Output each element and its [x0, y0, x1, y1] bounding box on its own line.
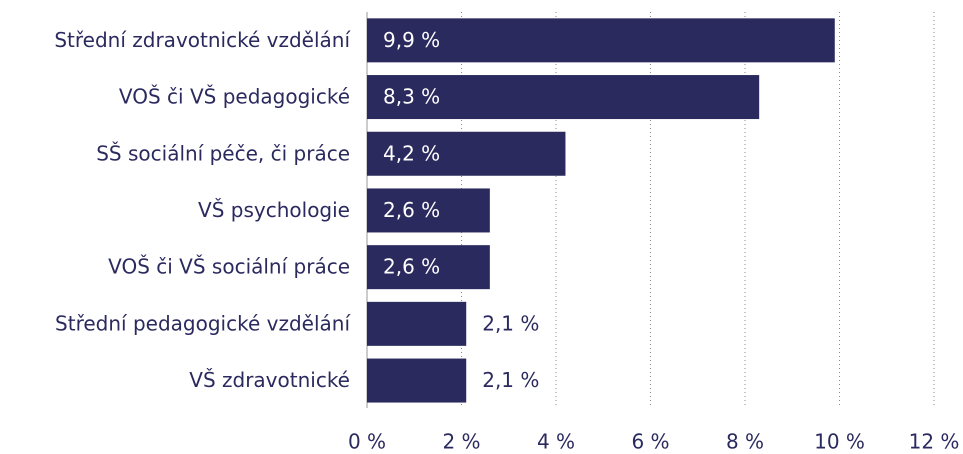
x-tick-label: 12 %: [909, 430, 960, 454]
x-tick-label: 8 %: [726, 430, 764, 454]
x-tick-label: 0 %: [348, 430, 386, 454]
category-label: SŠ sociální péče, či práce: [96, 141, 350, 165]
x-tick-label: 4 %: [537, 430, 575, 454]
x-tick-label: 2 %: [442, 430, 480, 454]
value-label: 2,6 %: [383, 255, 440, 279]
category-label: VŠ psychologie: [198, 198, 350, 222]
category-label: Střední zdravotnické vzdělání: [54, 28, 351, 52]
value-label: 9,9 %: [383, 28, 440, 52]
category-label: VOŠ či VŠ sociální práce: [108, 255, 350, 279]
bar: [367, 301, 467, 346]
bar: [367, 18, 835, 63]
x-tick-label: 10 %: [814, 430, 865, 454]
value-label: 8,3 %: [383, 85, 440, 109]
value-label: 4,2 %: [383, 141, 440, 165]
bar: [367, 245, 490, 290]
category-label: VŠ zdravotnické: [189, 368, 350, 392]
category-label: Střední pedagogické vzdělání: [55, 311, 351, 335]
value-label: 2,6 %: [383, 198, 440, 222]
bar: [367, 131, 566, 176]
bar: [367, 188, 490, 233]
value-label: 2,1 %: [482, 311, 539, 335]
category-label: VOŠ či VŠ pedagogické: [119, 85, 350, 109]
bar: [367, 75, 760, 120]
value-label: 2,1 %: [482, 368, 539, 392]
bar: [367, 358, 467, 403]
x-tick-label: 6 %: [631, 430, 669, 454]
